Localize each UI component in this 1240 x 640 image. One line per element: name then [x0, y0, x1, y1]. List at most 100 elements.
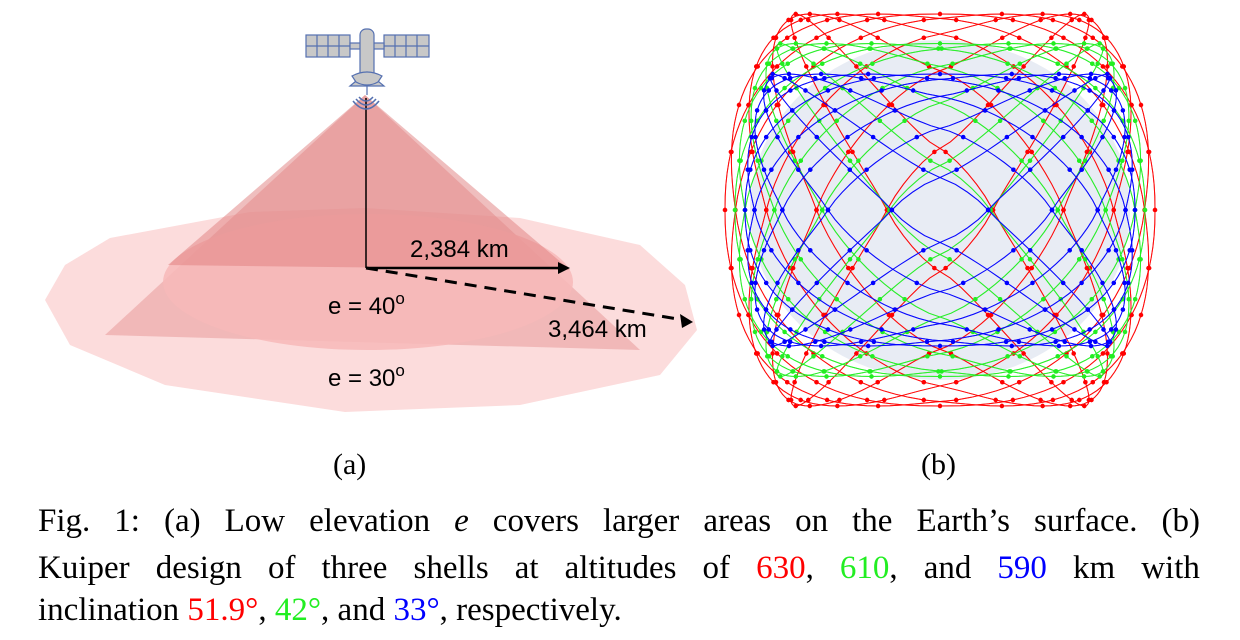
satellite-point — [1120, 158, 1125, 163]
satellite-point — [1120, 64, 1125, 69]
subfigure-label-a: (a) — [333, 448, 367, 481]
satellite-point — [1021, 64, 1026, 69]
satellite-point — [814, 280, 819, 286]
satellite-point — [722, 207, 728, 213]
satellite-point — [749, 134, 754, 140]
satellite-point — [1050, 397, 1056, 403]
satellite-point — [1010, 397, 1016, 403]
satellite-point — [1122, 280, 1127, 286]
satellite-point — [1152, 207, 1158, 213]
satellite-point — [1126, 280, 1131, 286]
caption-line-3: inclination 51.9°, 42°, and 33°, respect… — [38, 592, 622, 628]
satellite-point — [1142, 207, 1148, 213]
satellite-point — [1111, 108, 1117, 113]
satellite-point — [914, 280, 919, 286]
satellite-point — [813, 76, 818, 81]
satellite-point — [1021, 351, 1026, 356]
satellite-point — [798, 257, 803, 262]
satellite-point — [875, 35, 880, 40]
caption-word: 1: — [114, 503, 140, 539]
satellite-point — [766, 327, 771, 332]
satellite-point — [763, 307, 769, 312]
satellite-point — [1000, 380, 1005, 385]
altitude-red: 630 — [756, 550, 806, 586]
satellite-point — [1122, 85, 1128, 91]
satellite-point — [925, 354, 930, 359]
satellite-point — [790, 108, 795, 113]
satellite-point — [997, 297, 1003, 302]
satellite-point — [1038, 17, 1043, 23]
satellite-point — [1111, 207, 1116, 213]
satellite-point — [771, 380, 776, 385]
satellite-point — [982, 307, 988, 312]
satellite-point — [834, 297, 839, 302]
satellite-point — [937, 343, 943, 349]
satellite-point — [1055, 207, 1060, 213]
satellite-point — [1019, 158, 1024, 163]
satellite-point — [937, 403, 943, 409]
satellite-point — [1061, 35, 1066, 40]
satellite-point — [788, 327, 793, 332]
satellite-point — [921, 35, 926, 40]
satellite-point — [824, 41, 829, 46]
satellite-point — [754, 108, 760, 113]
satellite-point — [847, 257, 853, 262]
satellite-point — [813, 339, 818, 344]
satellite-point — [822, 369, 827, 374]
satellite-point — [823, 312, 828, 318]
satellite-point — [790, 369, 796, 374]
caption-line-1: Fig. 1: (a) Low elevation e covers larger areas o… — [38, 505, 1200, 538]
satellite-point — [1089, 17, 1094, 23]
satellite-point — [869, 41, 874, 46]
satellite-point — [788, 88, 793, 93]
caption-word: e — [454, 503, 469, 539]
satellite-point — [914, 134, 919, 140]
satellite-point — [826, 380, 831, 385]
satellite-point — [1030, 134, 1035, 140]
satellite-point — [848, 88, 853, 93]
satellite-point — [902, 118, 907, 124]
satellite-point — [1087, 88, 1092, 93]
satellite-point — [1122, 329, 1128, 335]
satellite-point — [742, 118, 747, 124]
inclination-red: 51.9° — [187, 592, 259, 628]
satellite-point — [728, 149, 734, 155]
caption-word: the — [852, 503, 893, 539]
satellite-point — [866, 71, 871, 77]
satellite-point — [985, 102, 991, 108]
satellite-point — [1030, 280, 1035, 286]
satellite-point — [1053, 46, 1058, 51]
satellite-point — [1085, 307, 1090, 312]
satellite-point — [845, 280, 850, 286]
satellite-point — [1011, 167, 1016, 172]
kuiper-constellation-figure — [722, 11, 1158, 409]
satellite-point — [886, 312, 892, 318]
satellite-point — [770, 343, 775, 349]
satellite-point — [867, 369, 872, 374]
satellite-point — [892, 108, 898, 113]
satellite-point — [924, 76, 930, 81]
satellite-point — [854, 351, 859, 356]
satellite-point — [847, 158, 853, 163]
satellite-point — [870, 354, 875, 359]
satellite-point — [814, 134, 819, 140]
satellite-point — [868, 46, 873, 51]
satellite-point — [1085, 108, 1090, 113]
satellite-point — [788, 76, 793, 81]
satellite-point — [858, 380, 863, 385]
satellite-point — [806, 397, 811, 403]
satellite-point — [811, 354, 816, 359]
caption-word: altitudes — [564, 550, 677, 586]
satellite-point — [822, 46, 827, 51]
satellite-point — [1113, 248, 1119, 253]
caption-word: of — [702, 550, 731, 586]
satellite-point — [928, 257, 933, 262]
satellite-point — [786, 118, 791, 124]
satellite-point — [1111, 134, 1116, 140]
satellite-point — [808, 167, 813, 172]
inner-elevation-label: e = 40o — [328, 289, 405, 320]
satellite-point — [780, 354, 785, 359]
caption-word: covers — [492, 503, 579, 539]
satellite-point — [1106, 167, 1111, 172]
satellite-point — [892, 307, 898, 312]
